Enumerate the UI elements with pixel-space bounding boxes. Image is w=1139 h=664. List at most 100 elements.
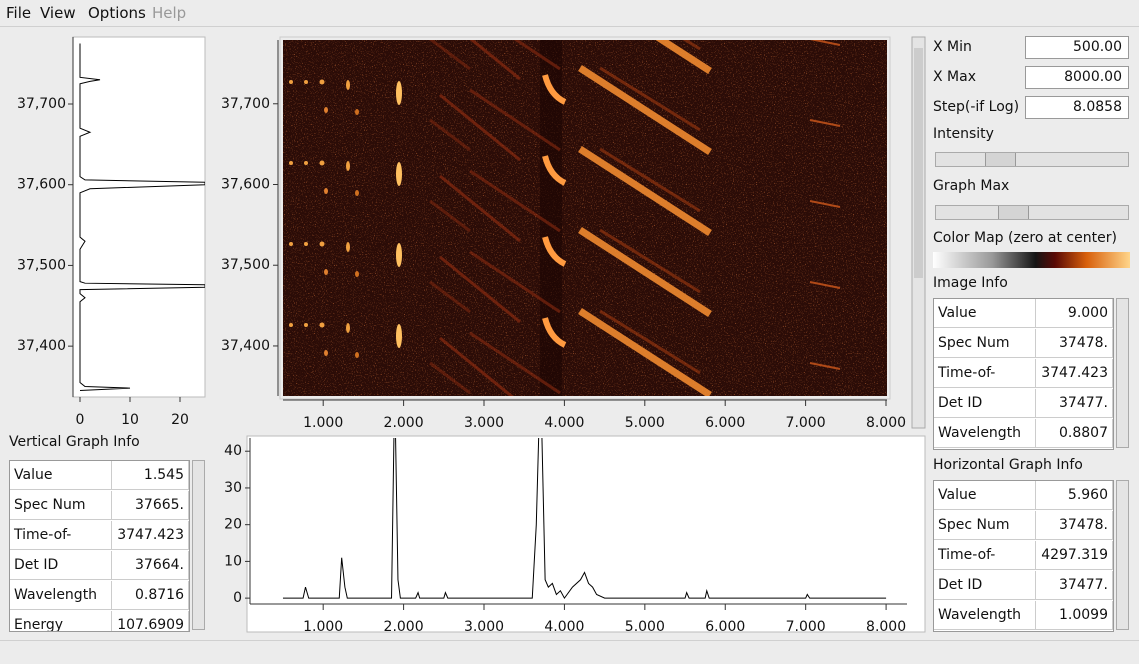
y-tick-label: 40: [224, 443, 242, 459]
x-tick-label: 1.000: [303, 415, 343, 431]
table-title: Horizontal Graph Info: [933, 457, 1083, 473]
table-cell: Spec Num: [934, 329, 1036, 358]
x-tick-label: 2.000: [384, 415, 424, 431]
x-tick-label: 4.000: [544, 415, 584, 431]
table-cell: 5.960: [1036, 481, 1113, 510]
table-title: Image Info: [933, 275, 1008, 291]
field-label: Step(-if Log): [933, 99, 1020, 115]
scroll-thumb[interactable]: [914, 48, 923, 278]
horizontal-graph-frame: [246, 435, 926, 633]
table-cell: 4297.319: [1036, 541, 1113, 570]
graph-max-slider[interactable]: [935, 205, 1129, 220]
y-tick-label: 37,500: [17, 257, 66, 273]
table-title: Vertical Graph Info: [9, 434, 140, 450]
x-tick-label: 5.000: [625, 415, 665, 431]
horizontal-profile: [282, 438, 887, 600]
y-tick-label: 37,400: [221, 338, 270, 354]
table-cell: 37477.: [1036, 389, 1113, 418]
x-tick-label: 20: [171, 412, 189, 428]
x-tick-label: 0: [76, 412, 85, 428]
table-cell: 1.545: [112, 461, 189, 490]
table-cell: Det ID: [934, 389, 1036, 418]
field-input[interactable]: 8000.00: [1025, 66, 1129, 89]
table-cell: Spec Num: [934, 511, 1036, 540]
table-cell: Value: [934, 481, 1036, 510]
table-cell: Wavelength: [10, 581, 112, 610]
slider-label: Intensity: [933, 126, 994, 142]
field-label: X Min: [933, 39, 972, 55]
table-cell: 37477.: [1036, 571, 1113, 600]
table-cell: 9.000: [1036, 299, 1113, 328]
y-tick-label: 37,600: [221, 176, 270, 192]
table-cell: 1.0099: [1036, 601, 1113, 630]
x-tick-label: 6.000: [705, 619, 745, 635]
table-cell: Det ID: [934, 571, 1036, 600]
table-cell: Wavelength: [934, 601, 1036, 630]
x-tick-label: 7.000: [786, 415, 826, 431]
table-cell: 37478.: [1036, 329, 1113, 358]
image-heatmap: [283, 40, 887, 396]
menu-item[interactable]: File: [6, 4, 32, 22]
slider-label: Graph Max: [933, 178, 1010, 194]
menu-item[interactable]: View: [40, 4, 76, 22]
table-cell: Spec Num: [10, 491, 112, 520]
x-tick-label: 2.000: [384, 619, 424, 635]
x-tick-label: 3.000: [464, 415, 504, 431]
y-tick-label: 37,500: [221, 257, 270, 273]
field-label: X Max: [933, 69, 976, 85]
table-cell: Energy: [10, 611, 112, 631]
x-tick-label: 8.000: [866, 415, 906, 431]
menu-item[interactable]: Help: [152, 4, 187, 22]
menu-bar: [0, 0, 1139, 27]
image-frame: [279, 36, 891, 400]
x-tick-label: 1.000: [303, 619, 343, 635]
status-bar: [0, 640, 1139, 641]
table-cell: 37478.: [1036, 511, 1113, 540]
color-map-label: Color Map (zero at center): [933, 230, 1117, 246]
table-scrollbar[interactable]: [192, 460, 205, 630]
table-cell: Time-of-flight: [934, 359, 1036, 388]
intensity-slider[interactable]: [935, 152, 1129, 167]
table-cell: Time-of-flight: [934, 541, 1036, 570]
y-tick-label: 20: [224, 517, 242, 533]
table-cell: 3747.423: [1036, 359, 1113, 388]
table-cell: 0.8807: [1036, 419, 1113, 448]
x-tick-label: 4.000: [544, 619, 584, 635]
table-cell: 37665.: [112, 491, 189, 520]
x-tick-label: 3.000: [464, 619, 504, 635]
table-cell: Time-of-flight: [10, 521, 112, 550]
x-tick-label: 7.000: [786, 619, 826, 635]
table-scrollbar[interactable]: [1116, 298, 1129, 448]
table-cell: 3747.423: [112, 521, 189, 550]
table-cell: Det ID: [10, 551, 112, 580]
vertical-graph-frame: [72, 36, 206, 398]
table-cell: 107.6909: [112, 611, 189, 631]
menu-item[interactable]: Options: [88, 4, 146, 22]
vertical-profile: [79, 43, 205, 392]
y-tick-label: 37,700: [221, 96, 270, 112]
y-tick-label: 37,700: [17, 96, 66, 112]
table-cell: 37664.: [112, 551, 189, 580]
color-map: [933, 252, 1130, 268]
x-tick-label: 5.000: [625, 619, 665, 635]
table-cell: Wavelength: [934, 419, 1036, 448]
table-cell: 0.8716: [112, 581, 189, 610]
x-tick-label: 10: [121, 412, 139, 428]
y-tick-label: 0: [233, 590, 242, 606]
field-input[interactable]: 8.0858: [1025, 96, 1129, 119]
y-tick-label: 30: [224, 480, 242, 496]
table-cell: Value: [10, 461, 112, 490]
table-cell: Value: [934, 299, 1036, 328]
y-tick-label: 37,400: [17, 338, 66, 354]
y-tick-label: 10: [224, 553, 242, 569]
x-tick-label: 8.000: [866, 619, 906, 635]
table-scrollbar[interactable]: [1116, 480, 1129, 630]
y-tick-label: 37,600: [17, 177, 66, 193]
field-input[interactable]: 500.00: [1025, 36, 1129, 59]
x-tick-label: 6.000: [705, 415, 745, 431]
